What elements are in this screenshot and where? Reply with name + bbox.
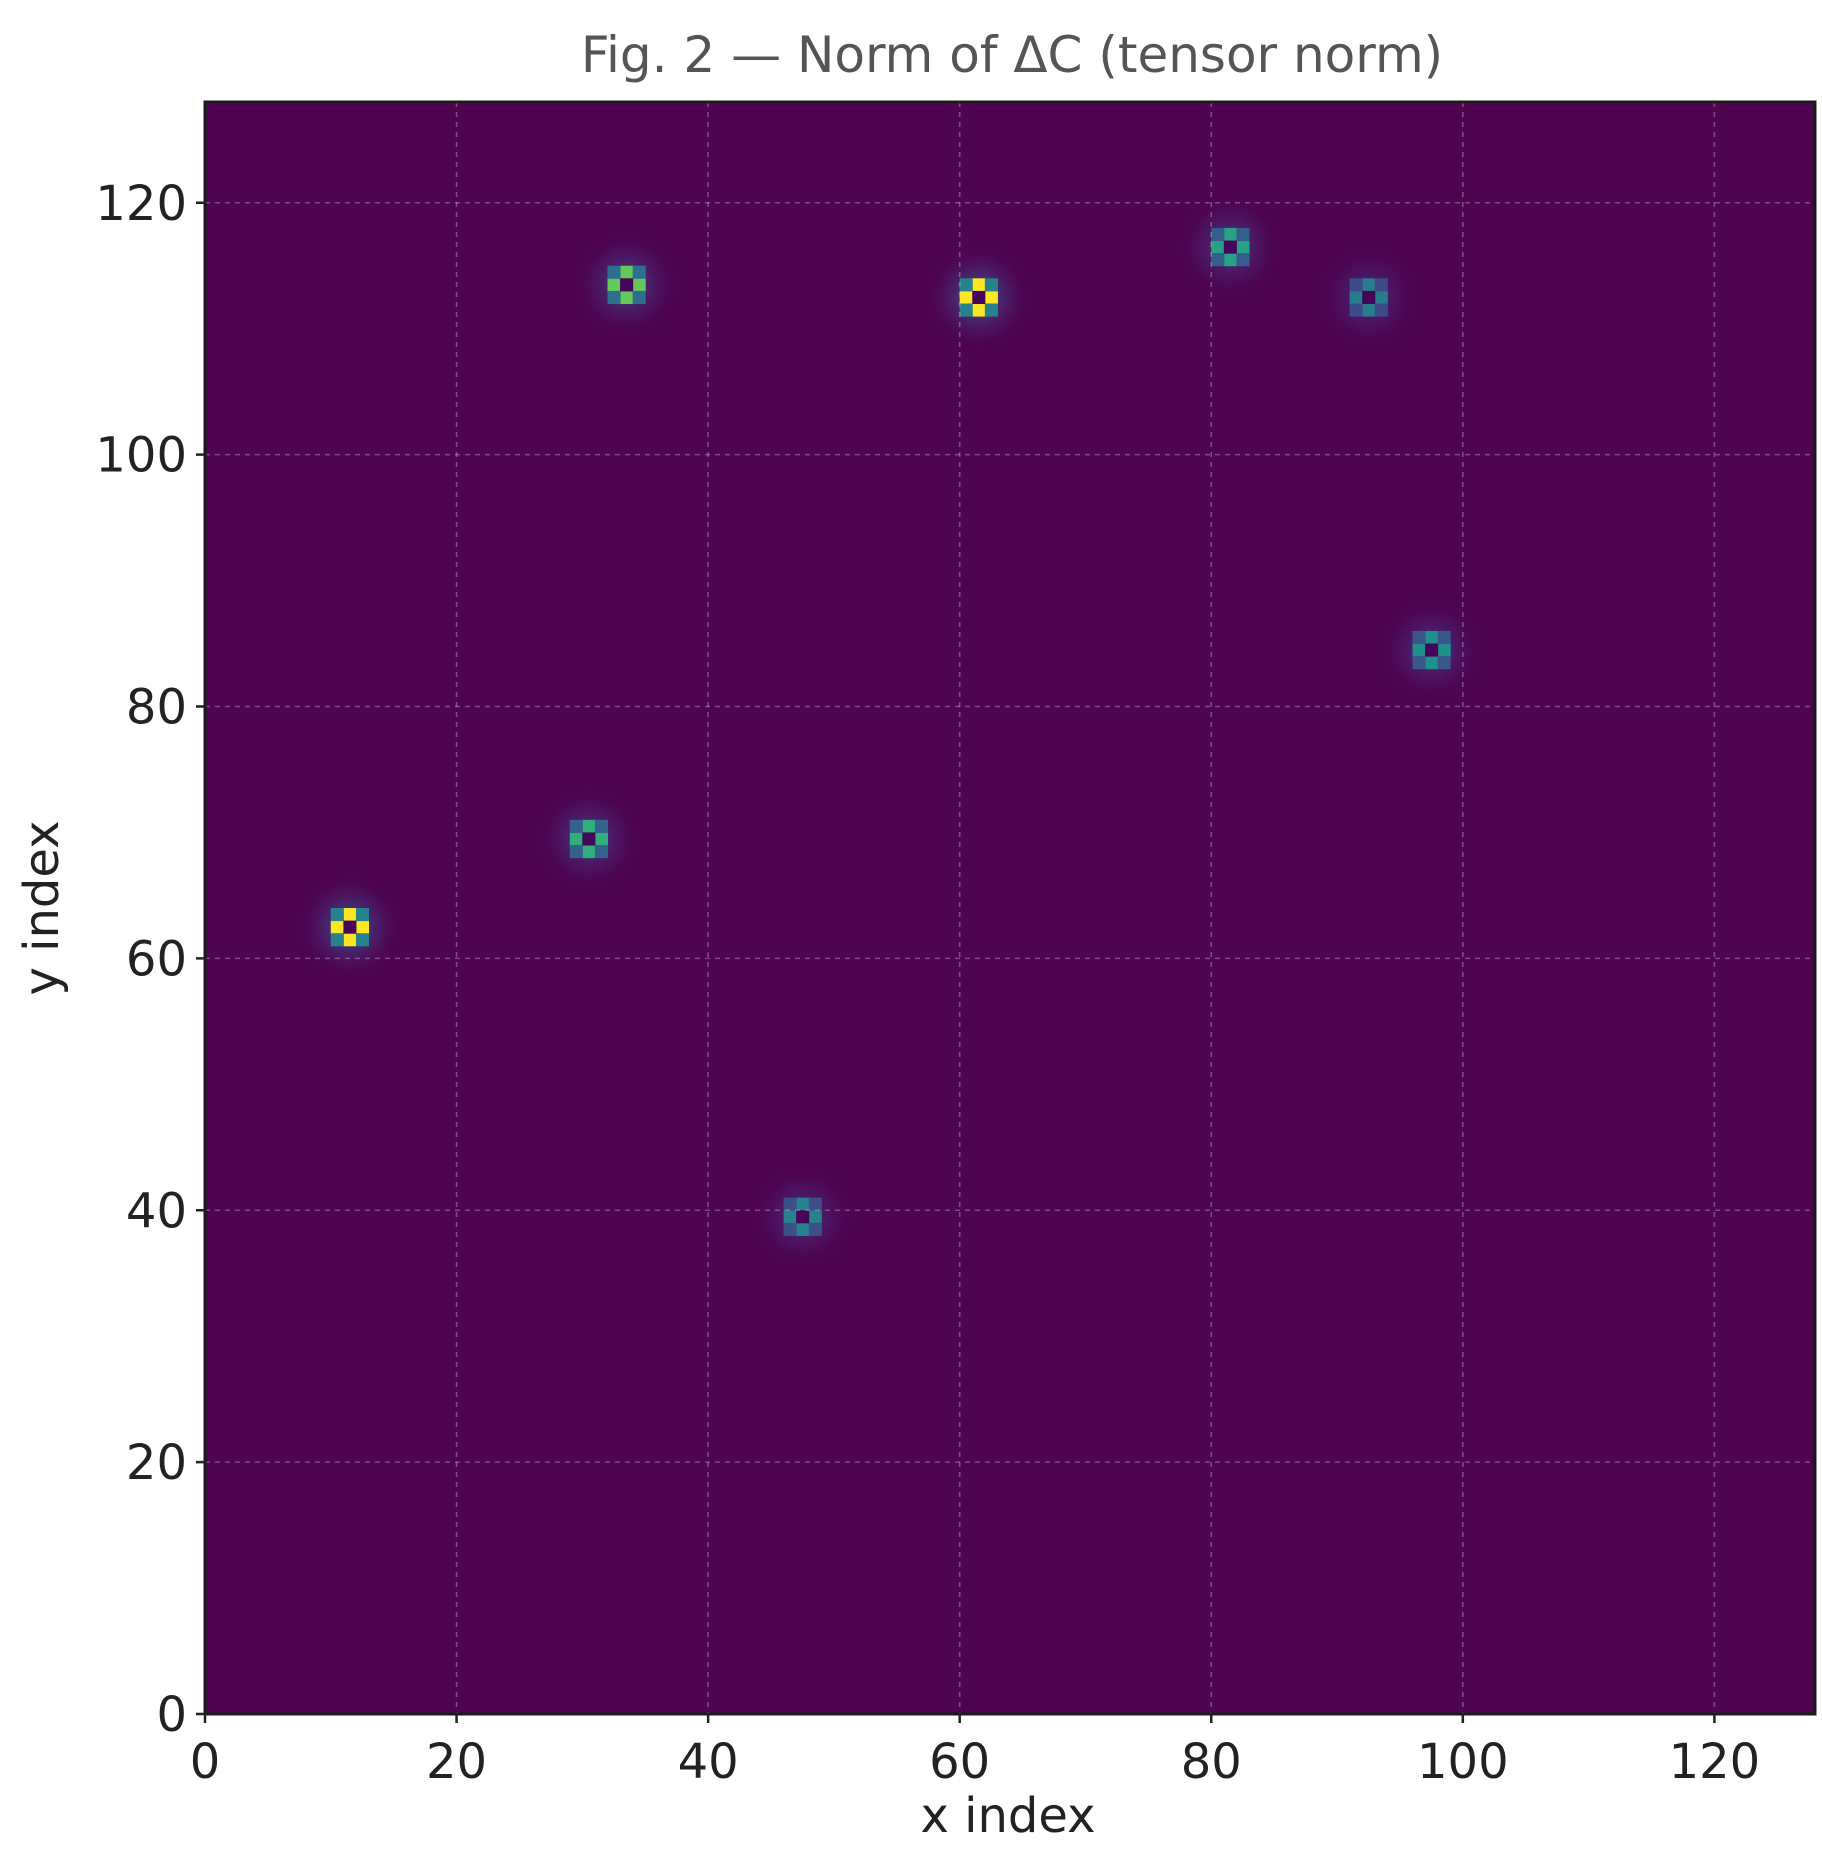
x-tick-label: 80 <box>1181 1734 1242 1790</box>
y-tick-label: 60 <box>126 931 187 987</box>
y-tick-label: 40 <box>126 1183 187 1239</box>
x-axis-label: x index <box>921 1788 1096 1844</box>
x-tick-label: 40 <box>678 1734 739 1790</box>
heatmap-peak <box>749 1163 856 1270</box>
y-tick-label: 120 <box>95 176 187 232</box>
x-tick-label: 20 <box>426 1734 487 1790</box>
x-tick-label: 120 <box>1669 1734 1761 1790</box>
heatmap-peak <box>925 244 1032 351</box>
y-tick-label: 0 <box>156 1687 187 1743</box>
heatmap-peaks <box>296 194 1485 1270</box>
heatmap-background <box>205 102 1815 1714</box>
plot-frame <box>203 100 1817 1716</box>
chart-title: Fig. 2 — Norm of ΔC (tensor norm) <box>581 26 1443 84</box>
y-tick-label: 20 <box>126 1435 187 1491</box>
x-tick-label: 60 <box>929 1734 990 1790</box>
y-axis-label: y index <box>14 821 70 996</box>
y-axis-ticks: 0 20 40 60 80 100 120 <box>95 176 205 1743</box>
heatmap-peak <box>296 874 403 980</box>
heatmap-peak <box>1378 597 1485 703</box>
heatmap-peak <box>535 785 642 892</box>
heatmap-plot-area <box>203 100 1817 1716</box>
x-tick-label: 0 <box>190 1734 221 1790</box>
grid-lines <box>205 102 1815 1714</box>
heatmap-peak <box>573 231 680 338</box>
x-axis-ticks: 0 20 40 60 80 100 120 <box>190 1714 1760 1790</box>
x-tick-label: 100 <box>1417 1734 1509 1790</box>
y-tick-label: 80 <box>126 680 187 736</box>
heatmap-peak <box>1315 244 1422 351</box>
y-tick-label: 100 <box>95 428 187 484</box>
heatmap-peak <box>1177 194 1283 300</box>
